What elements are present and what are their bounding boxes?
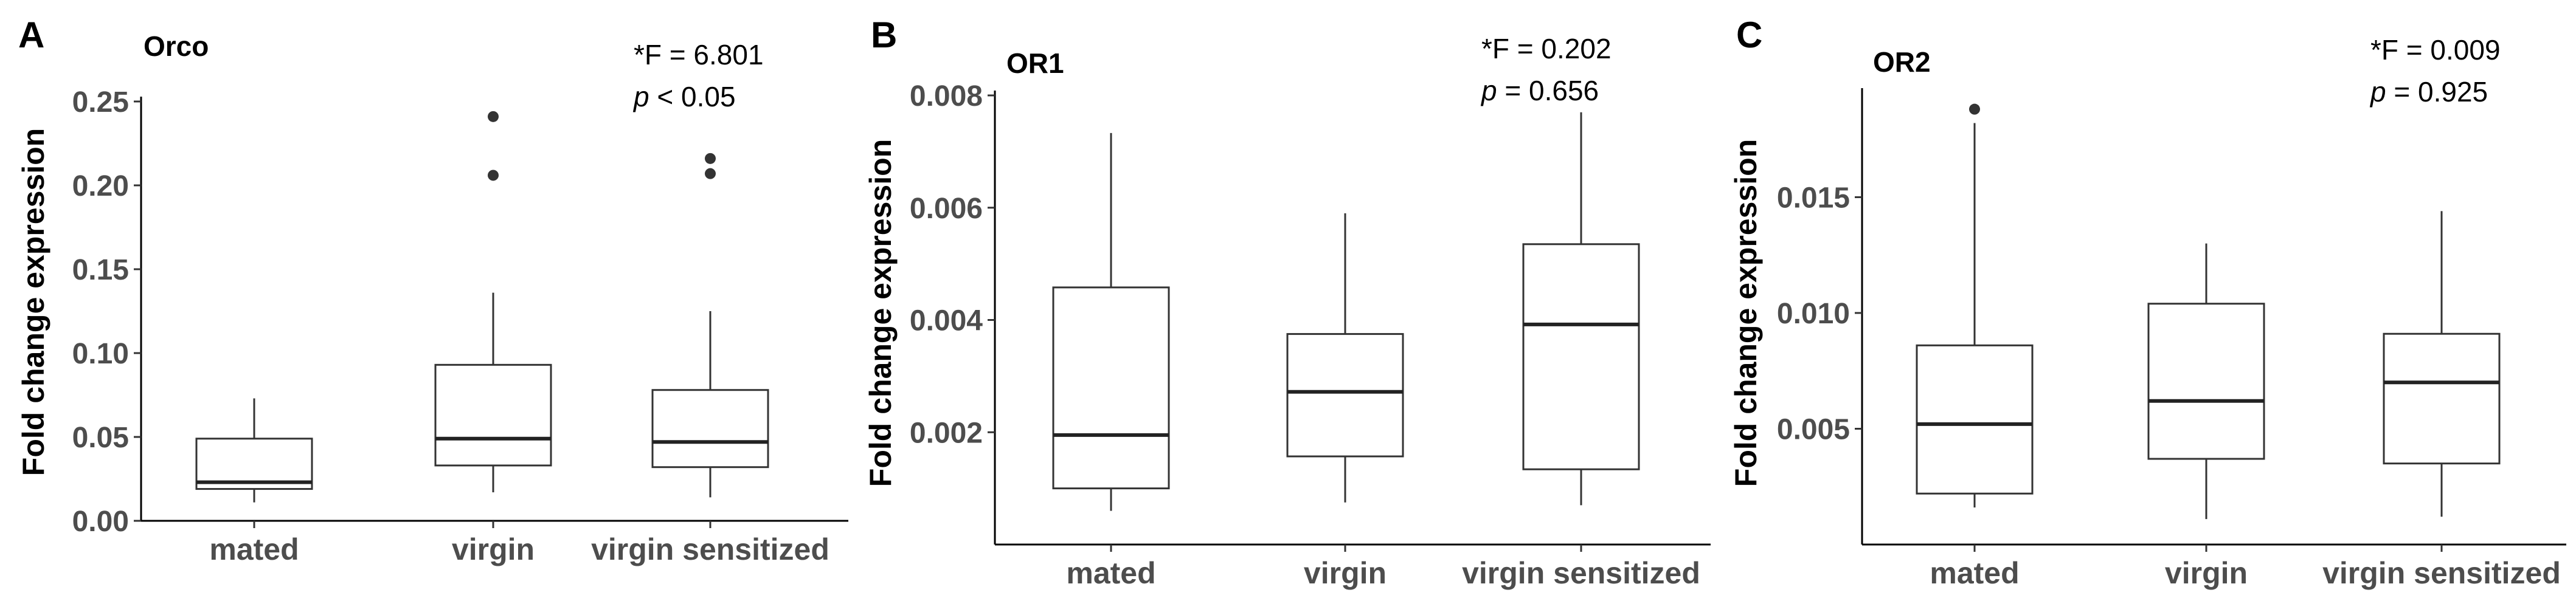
y-tick-label: 0.25 [72,86,129,119]
outlier-point [488,111,499,122]
box-iqr [1286,333,1404,458]
f-statistic: *F = 0.009 [2370,34,2501,66]
box-iqr [434,363,552,467]
y-tick-label: 0.10 [72,338,129,370]
y-tick-label: 0.015 [1777,182,1850,214]
y-tick-label: 0.004 [910,305,983,337]
p-symbol: p [2369,76,2386,108]
panel-a: A Orco *F = 6.801 p < 0.05 Fold change e… [16,15,848,566]
plot-area: 0.005 0.010 0.015 mated virgin virgin sensiti… [1777,88,2566,590]
x-tick-label: virgin [2165,556,2248,590]
x-tick-label: mated [209,532,299,566]
outlier-point [705,153,716,164]
boxplot-mated [1052,132,1170,511]
p-symbol: p [1480,75,1497,106]
y-tick-label: 0.20 [72,170,129,202]
boxplot-virgin [1286,213,1404,503]
y-axis-label: Fold change expression [16,128,50,476]
panel-letter: A [18,15,44,55]
box-iqr [1522,243,1640,470]
box-iqr [2383,332,2501,465]
x-tick-label: mated [1930,556,2019,590]
y-tick-label: 0.006 [910,193,983,225]
boxplot-virgin-sensitized [1522,112,1640,506]
outlier-point [488,170,499,181]
p-value-text: = 0.925 [2386,76,2488,108]
panel-letter: B [871,15,897,55]
p-value-text: < 0.05 [649,81,736,112]
gene-title: OR1 [1006,47,1064,79]
x-tick-label: virgin [1304,556,1387,590]
y-axis-label: Fold change expression [1729,139,1763,487]
boxplot-virgin [2147,243,2265,520]
x-tick-label: virgin sensitized [1462,556,1700,590]
gene-title: OR2 [1873,46,1931,78]
p-value: p < 0.05 [632,81,736,112]
f-statistic: *F = 0.202 [1481,33,1612,64]
boxplot-mated [1916,103,2034,508]
box-iqr [651,389,769,469]
p-value: p = 0.656 [1480,75,1599,106]
plot-area: 0.00 0.05 0.10 0.15 0.20 0.25 mated virgin virgi… [72,86,848,566]
x-tick-label: mated [1066,556,1155,590]
boxplot-virgin [434,111,552,493]
f-statistic: *F = 6.801 [634,39,764,70]
y-tick-label: 0.008 [910,80,983,112]
boxplot-mated [195,398,313,503]
boxplot-virgin-sensitized [2383,211,2501,517]
p-value-text: = 0.656 [1497,75,1599,106]
p-symbol: p [632,81,649,112]
x-tick-label: virgin sensitized [591,532,829,566]
y-tick-label: 0.002 [910,417,983,449]
box-iqr [1916,344,2034,495]
p-value: p = 0.925 [2369,76,2488,108]
box-iqr [2147,303,2265,460]
panel-b: B OR1 *F = 0.202 p = 0.656 Fold change e… [864,15,1711,590]
y-tick-label: 0.00 [72,506,129,538]
y-tick-label: 0.005 [1777,413,1850,445]
x-tick-label: virgin [452,532,535,566]
plot-area: 0.002 0.004 0.006 0.008 mated virgin virgin se… [910,80,1711,590]
panel-c: C OR2 *F = 0.009 p = 0.925 Fold change e… [1729,15,2566,590]
y-tick-label: 0.15 [72,254,129,286]
y-tick-label: 0.010 [1777,298,1850,330]
outlier-point [705,168,716,179]
y-axis-label: Fold change expression [864,139,898,487]
gene-title: Orco [144,30,209,62]
panel-letter: C [1736,15,1762,55]
box-iqr [1052,286,1170,490]
y-tick-label: 0.05 [72,422,129,454]
x-tick-label: virgin sensitized [2322,556,2561,590]
boxplot-virgin-sensitized [651,153,769,498]
outlier-point [1969,103,1980,115]
